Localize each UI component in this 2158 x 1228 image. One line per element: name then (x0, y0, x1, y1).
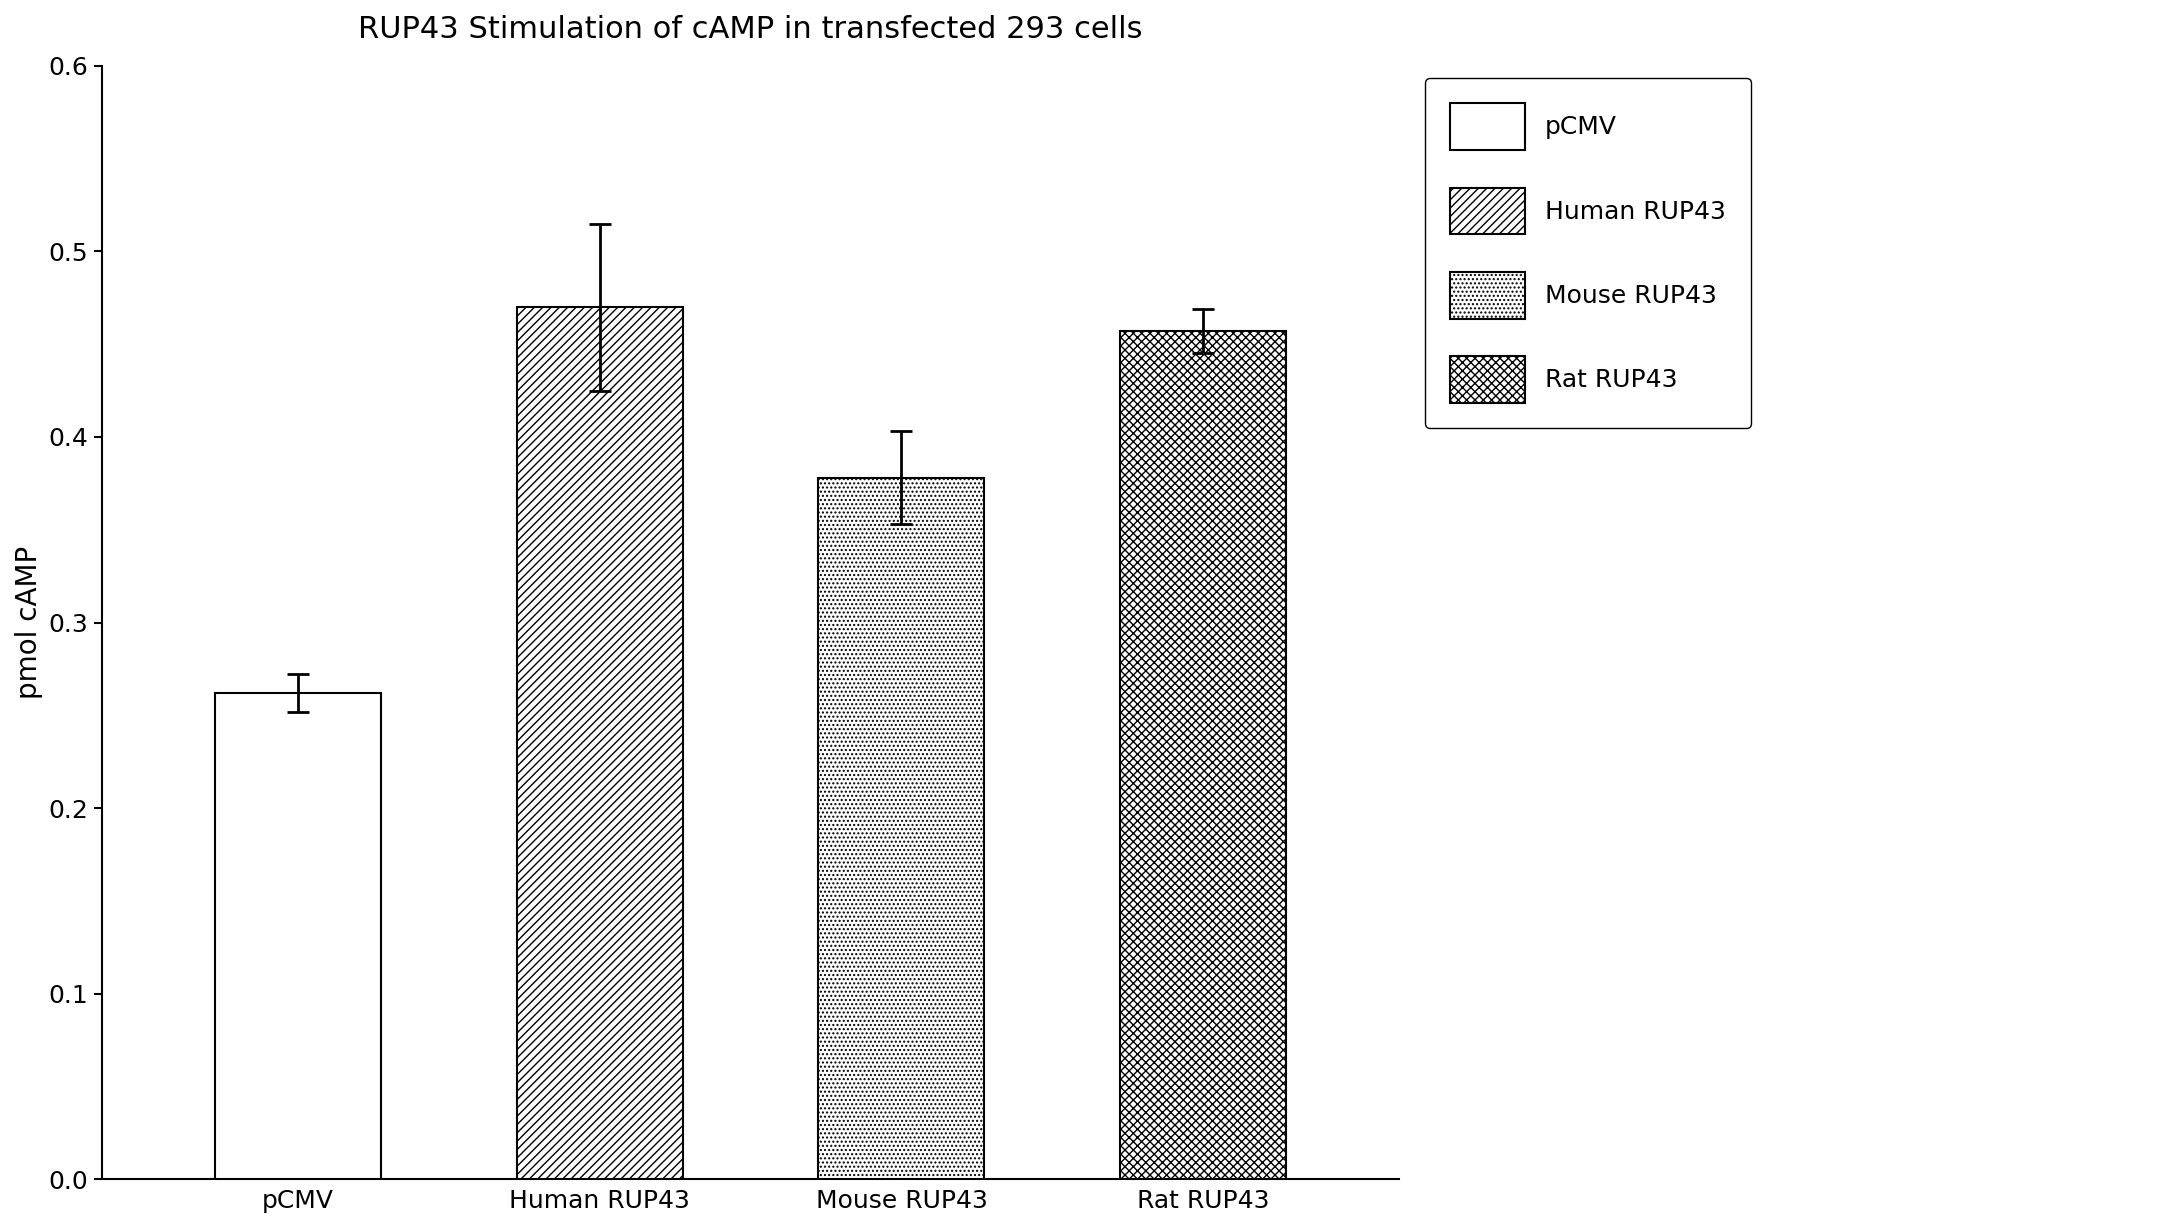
Title: RUP43 Stimulation of cAMP in transfected 293 cells: RUP43 Stimulation of cAMP in transfected… (358, 15, 1144, 44)
Y-axis label: pmol cAMP: pmol cAMP (15, 546, 43, 699)
Bar (216, 693, 380, 1179)
Bar (818, 478, 984, 1179)
Legend: pCMV, Human RUP43, Mouse RUP43, Rat RUP43: pCMV, Human RUP43, Mouse RUP43, Rat RUP4… (1424, 79, 1750, 427)
Bar (516, 307, 682, 1179)
Bar (1120, 332, 1286, 1179)
